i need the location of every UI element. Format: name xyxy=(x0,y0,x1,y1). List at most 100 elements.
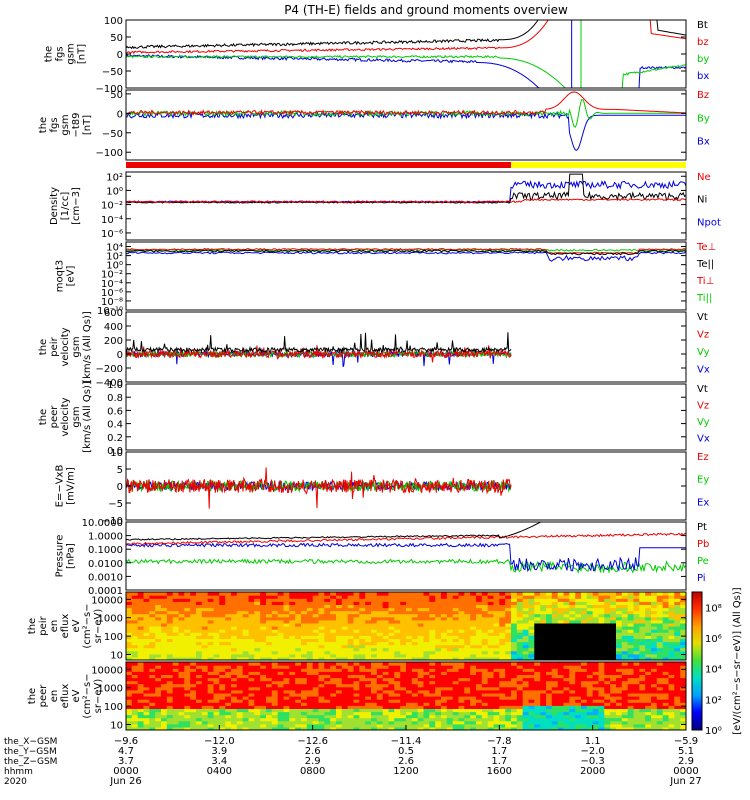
eflux-cell xyxy=(166,653,174,658)
eflux-cell xyxy=(231,689,238,694)
eflux-cell xyxy=(382,635,390,639)
eflux-cell xyxy=(266,714,273,719)
eflux-cell xyxy=(598,650,605,655)
eflux-cell xyxy=(213,647,220,652)
eflux-cell xyxy=(534,671,541,675)
eflux-cell xyxy=(528,705,535,709)
eflux-cell xyxy=(406,702,413,706)
eflux-cell xyxy=(196,632,203,636)
eflux-cell xyxy=(196,601,203,605)
eflux-cell xyxy=(441,650,448,655)
eflux-cell xyxy=(248,622,255,627)
eflux-cell xyxy=(137,720,145,725)
eflux-cell xyxy=(616,692,623,697)
eflux-cell xyxy=(680,641,686,646)
eflux-cell xyxy=(131,692,139,697)
eflux-cell xyxy=(616,696,623,700)
eflux-cell xyxy=(621,626,629,630)
eflux-cell xyxy=(219,692,226,697)
eflux-cell xyxy=(172,723,180,728)
eflux-cell xyxy=(231,629,238,633)
eflux-cell xyxy=(126,708,133,713)
eflux-cell xyxy=(586,598,594,602)
eflux-cell xyxy=(557,650,565,655)
eflux-cell xyxy=(674,696,681,700)
eflux-cell xyxy=(540,689,547,694)
eflux-cell xyxy=(528,665,535,669)
eflux-cell xyxy=(149,726,156,730)
eflux-cell xyxy=(557,610,565,615)
eflux-cell xyxy=(621,720,629,725)
eflux-cell xyxy=(213,632,220,636)
eflux-cell xyxy=(371,647,378,652)
eflux-cell xyxy=(505,717,512,722)
eflux-cell xyxy=(219,671,226,675)
eflux-cell xyxy=(347,592,355,596)
eflux-cell xyxy=(411,686,419,691)
eflux-cell xyxy=(394,592,401,596)
eflux-cell xyxy=(656,696,664,700)
eflux-cell xyxy=(254,647,261,652)
eflux-cell xyxy=(359,647,366,652)
y-tick-label: 10 xyxy=(110,448,123,459)
eflux-cell xyxy=(376,607,384,612)
eflux-cell xyxy=(330,692,337,697)
eflux-cell xyxy=(604,686,611,691)
eflux-cell xyxy=(295,604,302,609)
eflux-cell xyxy=(633,665,640,669)
eflux-cell xyxy=(260,662,267,666)
eflux-cell xyxy=(254,626,261,630)
eflux-cell xyxy=(668,696,675,700)
eflux-cell xyxy=(365,705,372,709)
eflux-cell xyxy=(371,714,378,719)
eflux-cell xyxy=(184,629,191,633)
eflux-cell xyxy=(674,607,681,612)
eflux-cell xyxy=(563,692,570,697)
panel-temperature-frame xyxy=(125,241,687,311)
eflux-cell xyxy=(283,674,290,679)
eflux-cell xyxy=(522,674,530,679)
eflux-cell xyxy=(481,717,489,722)
eflux-cell xyxy=(569,720,576,725)
eflux-cell xyxy=(248,619,255,624)
eflux-cell xyxy=(149,662,156,666)
eflux-cell xyxy=(604,714,611,719)
eflux-cell xyxy=(318,601,325,605)
eflux-cell xyxy=(668,601,675,605)
eflux-cell xyxy=(534,607,541,612)
eflux-cell xyxy=(411,714,419,719)
eflux-cell xyxy=(668,692,675,697)
eflux-cell xyxy=(586,607,594,612)
panel-density-data xyxy=(126,173,686,204)
eflux-cell xyxy=(213,595,220,599)
eflux-cell xyxy=(254,692,261,697)
eflux-cell xyxy=(656,638,664,643)
eflux-cell xyxy=(446,668,454,672)
eflux-cell xyxy=(452,607,460,612)
eflux-cell xyxy=(336,674,343,679)
eflux-cell xyxy=(190,665,197,669)
eflux-cell xyxy=(201,604,209,609)
eflux-cell xyxy=(516,598,524,602)
eflux-cell xyxy=(225,656,232,660)
eflux-cell xyxy=(289,711,296,716)
eflux-cell xyxy=(411,674,419,679)
eflux-cell xyxy=(493,720,500,725)
eflux-cell xyxy=(551,692,559,697)
eflux-cell xyxy=(610,629,617,633)
eflux-cell xyxy=(324,626,331,630)
eflux-cell xyxy=(557,689,565,694)
eflux-cell xyxy=(231,705,238,709)
eflux-cell xyxy=(330,683,337,688)
eflux-cell xyxy=(277,662,285,666)
eflux-cell xyxy=(248,598,255,602)
eflux-cell xyxy=(283,720,290,725)
y-axis-label: the xyxy=(38,409,49,425)
eflux-cell xyxy=(470,674,477,679)
eflux-cell xyxy=(464,702,471,706)
eflux-cell xyxy=(394,692,401,697)
eflux-cell xyxy=(341,717,349,722)
eflux-cell xyxy=(505,610,512,615)
eflux-cell xyxy=(330,702,337,706)
